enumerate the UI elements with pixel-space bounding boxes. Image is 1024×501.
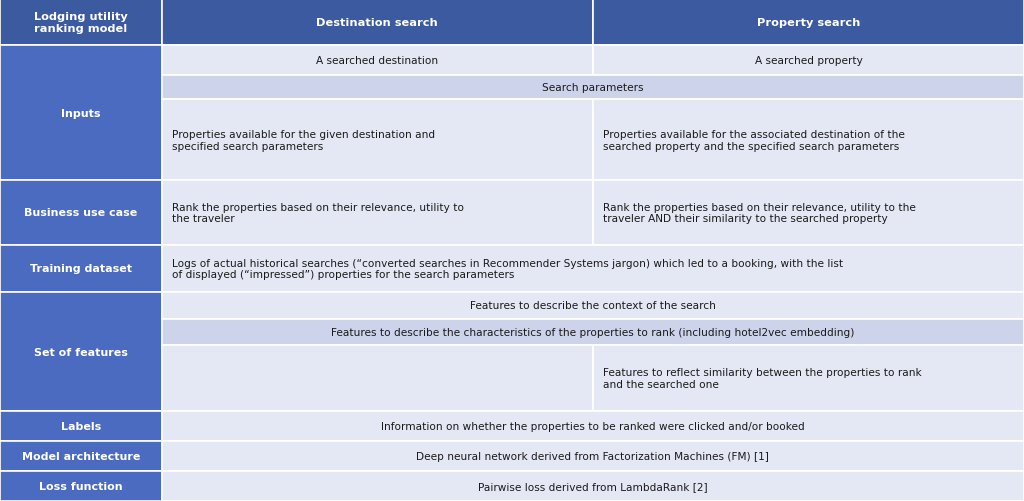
- Bar: [162, 471, 1024, 501]
- Bar: [162, 0, 593, 46]
- Text: Business use case: Business use case: [25, 208, 137, 218]
- Text: Training dataset: Training dataset: [30, 264, 132, 274]
- Text: Rank the properties based on their relevance, utility to
the traveler: Rank the properties based on their relev…: [172, 202, 464, 224]
- Bar: [593, 345, 1024, 411]
- Bar: [162, 319, 1024, 345]
- Bar: [593, 0, 1024, 46]
- Bar: [162, 76, 1024, 100]
- Bar: [0, 181, 162, 245]
- Bar: [162, 245, 1024, 293]
- Bar: [593, 100, 1024, 181]
- Text: Set of features: Set of features: [34, 347, 128, 357]
- Bar: [0, 46, 162, 181]
- Bar: [0, 411, 162, 441]
- Bar: [0, 441, 162, 471]
- Bar: [0, 471, 162, 501]
- Bar: [593, 46, 1024, 76]
- Bar: [0, 293, 162, 411]
- Text: Rank the properties based on their relevance, utility to the
traveler AND their : Rank the properties based on their relev…: [603, 202, 916, 224]
- Bar: [162, 441, 1024, 471]
- Text: Destination search: Destination search: [316, 18, 438, 28]
- Text: Model architecture: Model architecture: [22, 451, 140, 461]
- Bar: [593, 181, 1024, 245]
- Text: Pairwise loss derived from LambdaRank [2]: Pairwise loss derived from LambdaRank [2…: [478, 481, 708, 491]
- Text: Properties available for the associated destination of the
searched property and: Properties available for the associated …: [603, 130, 905, 151]
- Text: Inputs: Inputs: [61, 109, 100, 118]
- Text: Property search: Property search: [757, 18, 860, 28]
- Text: Information on whether the properties to be ranked were clicked and/or booked: Information on whether the properties to…: [381, 421, 805, 431]
- Text: Loss function: Loss function: [39, 481, 123, 491]
- Text: A searched destination: A searched destination: [316, 56, 438, 66]
- Text: Deep neural network derived from Factorization Machines (FM) [1]: Deep neural network derived from Factori…: [417, 451, 769, 461]
- Bar: [162, 411, 1024, 441]
- Text: Features to describe the characteristics of the properties to rank (including ho: Features to describe the characteristics…: [331, 327, 855, 337]
- Text: A searched property: A searched property: [755, 56, 862, 66]
- Bar: [0, 0, 162, 46]
- Bar: [162, 181, 593, 245]
- Text: Labels: Labels: [60, 421, 101, 431]
- Text: Logs of actual historical searches (“converted searches in Recommender Systems j: Logs of actual historical searches (“con…: [172, 258, 843, 280]
- Text: Features to reflect similarity between the properties to rank
and the searched o: Features to reflect similarity between t…: [603, 367, 922, 389]
- Bar: [162, 293, 1024, 319]
- Text: Search parameters: Search parameters: [542, 83, 644, 93]
- Bar: [162, 345, 593, 411]
- Bar: [0, 245, 162, 293]
- Text: Features to describe the context of the search: Features to describe the context of the …: [470, 301, 716, 311]
- Text: Properties available for the given destination and
specified search parameters: Properties available for the given desti…: [172, 130, 435, 151]
- Bar: [162, 100, 593, 181]
- Text: Lodging utility
ranking model: Lodging utility ranking model: [34, 12, 128, 34]
- Bar: [162, 46, 593, 76]
